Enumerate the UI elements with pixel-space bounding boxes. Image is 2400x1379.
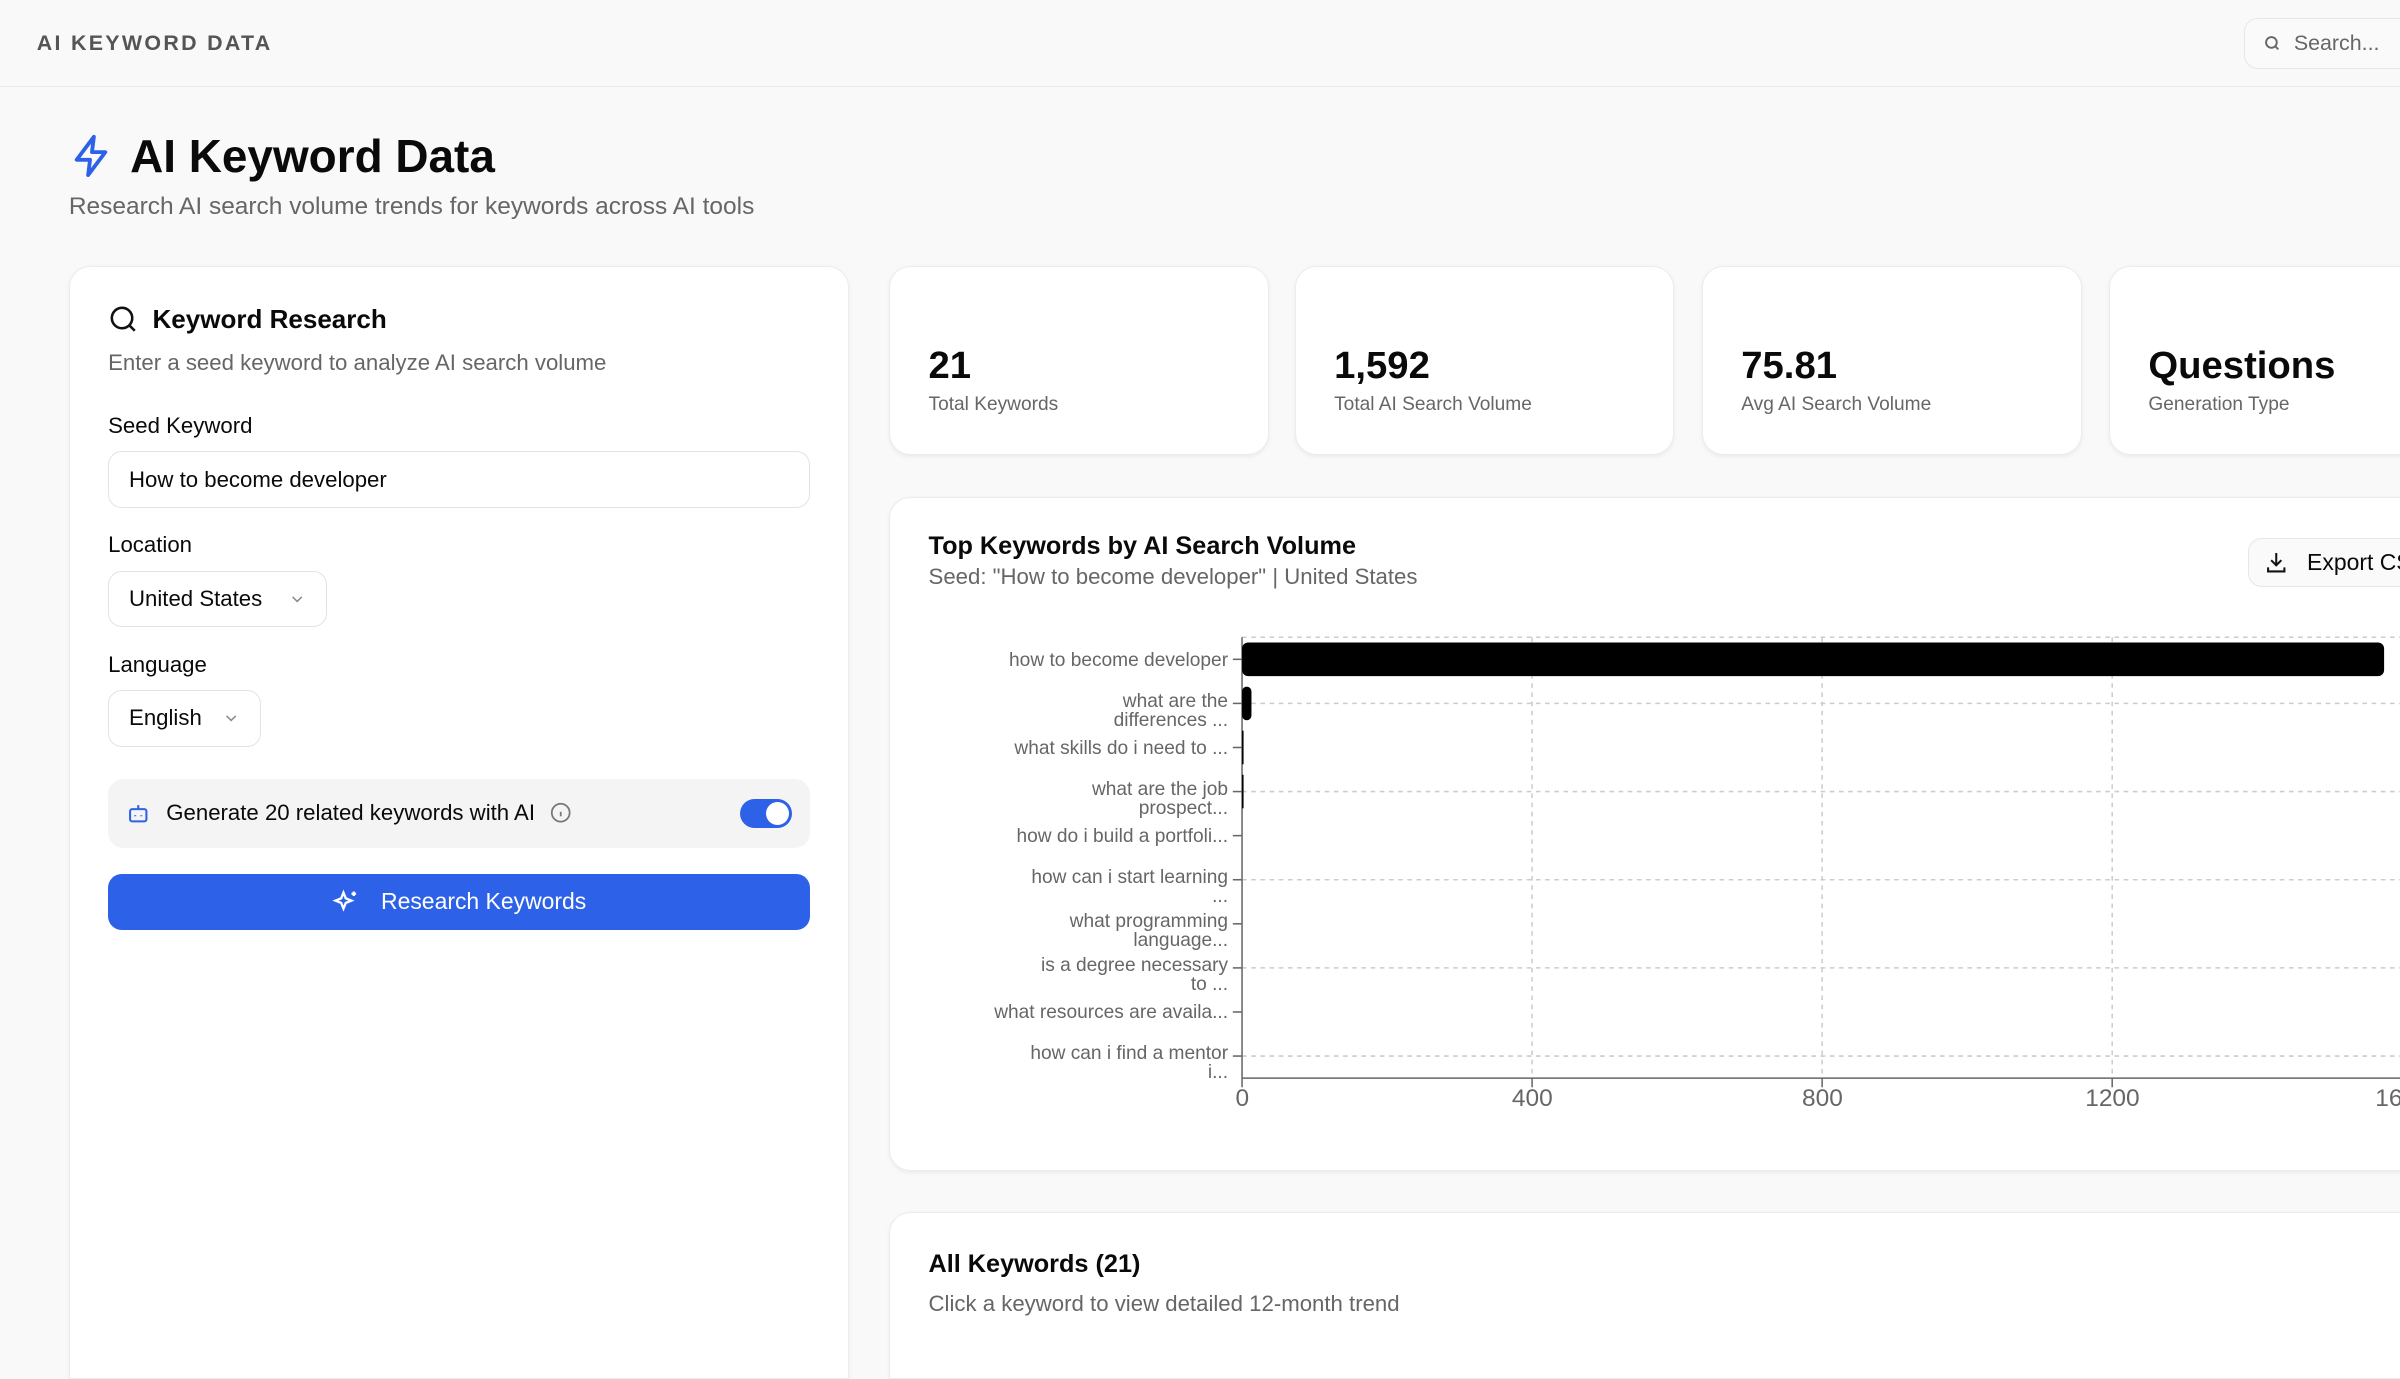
stat-card-total-keywords: 21 Total Keywords: [889, 266, 1269, 455]
seed-label: Seed Keyword: [108, 413, 253, 439]
stat-label: Total AI Search Volume: [1334, 393, 1532, 415]
stat-value: 21: [928, 343, 972, 387]
generate-toggle[interactable]: [739, 798, 792, 828]
all-keywords-card: All Keywords (21) Click a keyword to vie…: [889, 1212, 2400, 1379]
generate-keywords-row: Generate 20 related keywords with AI: [108, 778, 811, 848]
stat-value: 1,592: [1334, 343, 1430, 387]
language-label: Language: [108, 651, 207, 677]
search-icon: [2265, 36, 2280, 51]
location-select[interactable]: United States: [108, 570, 327, 628]
x-tick-label: 1200: [2085, 1084, 2140, 1112]
location-label: Location: [108, 532, 193, 558]
button-label: Research Keywords: [381, 888, 587, 915]
chart-card: Top Keywords by AI Search Volume Seed: "…: [889, 497, 2400, 1171]
info-icon[interactable]: [550, 802, 571, 824]
stat-label: Generation Type: [2148, 393, 2290, 415]
chart-title: Top Keywords by AI Search Volume: [928, 532, 1356, 561]
stat-card-total-volume: 1,592 Total AI Search Volume: [1294, 266, 1675, 455]
y-tick-label: how can i find a mentor i...: [1030, 1043, 1229, 1084]
generate-label: Generate 20 related keywords with AI: [166, 800, 536, 826]
search-icon: [110, 306, 136, 332]
language-select[interactable]: English: [108, 690, 262, 747]
sparkles-icon: [332, 889, 357, 912]
download-icon: [2267, 553, 2286, 573]
chart-subtitle: Seed: "How to become developer" | United…: [928, 564, 1418, 590]
lightning-icon: [74, 134, 108, 177]
stat-label: Total Keywords: [928, 393, 1059, 415]
y-tick-label: is a degree necessary to ...: [1040, 955, 1229, 996]
location-value: United States: [129, 585, 263, 611]
all-keywords-title: All Keywords (21): [928, 1249, 1141, 1278]
chevron-down-icon: [291, 596, 303, 603]
bar: [1242, 642, 2385, 677]
y-tick-label: how can i start learning ...: [1031, 866, 1229, 908]
seed-keyword-input[interactable]: How to become developer: [108, 451, 811, 508]
stat-label: Avg AI Search Volume: [1741, 393, 1932, 415]
export-label: Export CSV: [2307, 549, 2400, 576]
bar: [1242, 731, 1244, 765]
x-tick-label: 1600: [2375, 1084, 2400, 1112]
top-bar: AI KEYWORD DATA Search...: [0, 0, 2400, 88]
export-button[interactable]: Export CSV: [2247, 538, 2400, 588]
y-tick-label: what are the job prospect...: [1091, 778, 1229, 819]
chevron-down-icon: [225, 715, 237, 722]
stat-value: Questions: [2148, 343, 2336, 387]
research-keywords-button[interactable]: Research Keywords: [108, 873, 811, 931]
page-header: AI Keyword Data: [69, 129, 495, 183]
x-tick-label: 400: [1511, 1084, 1553, 1112]
stat-value: 75.81: [1741, 343, 1837, 387]
bar-chart: [1233, 636, 2400, 1088]
page-title: AI Keyword Data: [130, 129, 495, 182]
page-subtitle: Research AI search volume trends for key…: [68, 192, 755, 220]
y-tick-label: how do i build a portfoli...: [1016, 825, 1229, 847]
bot-icon: [129, 805, 148, 823]
bar: [1242, 775, 1244, 809]
keyword-research-panel: Keyword Research Enter a seed keyword to…: [68, 266, 850, 1379]
panel-subtitle: Enter a seed keyword to analyze AI searc…: [108, 350, 607, 376]
y-tick-label: what resources are availa...: [994, 1002, 1229, 1024]
stat-card-generation-type: Questions Generation Type: [2109, 266, 2400, 455]
stat-card-avg-volume: 75.81 Avg AI Search Volume: [1702, 266, 2082, 455]
all-keywords-subtitle: Click a keyword to view detailed 12-mont…: [928, 1291, 1400, 1317]
panel-title: Keyword Research: [152, 304, 387, 335]
y-tick-label: what are the differences ...: [1113, 690, 1229, 731]
bar: [1242, 687, 1252, 721]
search-placeholder: Search...: [2293, 31, 2380, 56]
brand: AI KEYWORD DATA: [36, 30, 273, 55]
x-tick-label: 0: [1235, 1084, 1250, 1112]
language-value: English: [129, 705, 202, 731]
y-tick-label: what skills do i need to ...: [1014, 737, 1229, 759]
y-tick-label: what programming language...: [1069, 911, 1229, 952]
x-tick-label: 800: [1801, 1084, 1843, 1112]
search-input[interactable]: Search...: [2243, 18, 2400, 69]
y-tick-label: how to become developer: [1009, 649, 1229, 671]
